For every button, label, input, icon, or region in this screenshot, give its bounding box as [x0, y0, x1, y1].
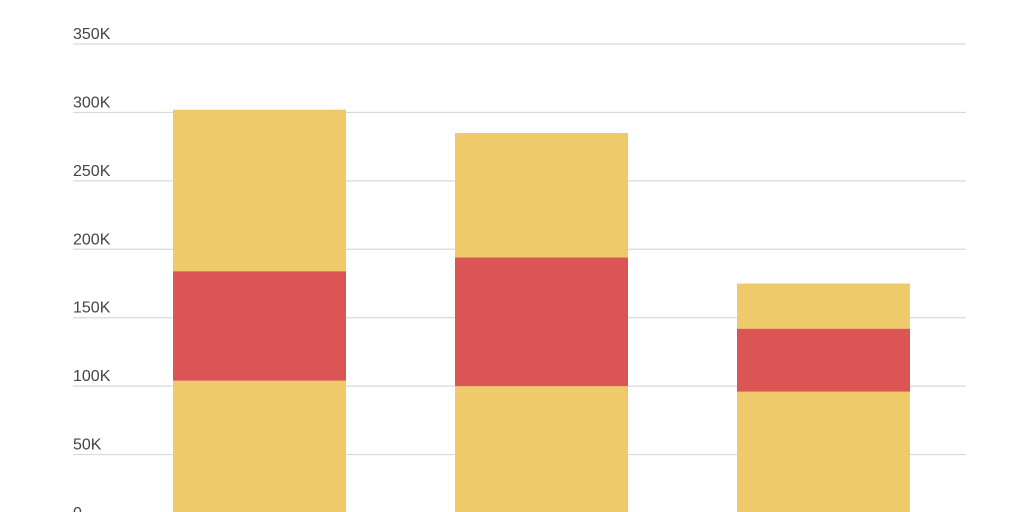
- y-tick-label: 100K: [73, 368, 111, 385]
- bar-segment-3-2: [737, 328, 910, 392]
- bar-segment-3-1: [737, 391, 910, 512]
- y-tick-label: 300K: [73, 94, 111, 111]
- y-tick-label: 150K: [73, 300, 111, 317]
- bar-segment-1-2: [173, 271, 346, 381]
- y-tick-label: 0: [73, 505, 82, 512]
- bar-segment-2-2: [455, 257, 628, 387]
- bar-segment-2-3: [455, 132, 628, 258]
- y-tick-label: 350K: [73, 26, 111, 43]
- bar-segment-1-1: [173, 380, 346, 512]
- y-tick-label: 200K: [73, 231, 111, 248]
- y-tick-label: 50K: [73, 437, 102, 454]
- bar-segment-3-3: [737, 283, 910, 329]
- y-tick-label: 250K: [73, 163, 111, 180]
- bar-segment-2-1: [455, 386, 628, 512]
- bar-segment-1-3: [173, 109, 346, 272]
